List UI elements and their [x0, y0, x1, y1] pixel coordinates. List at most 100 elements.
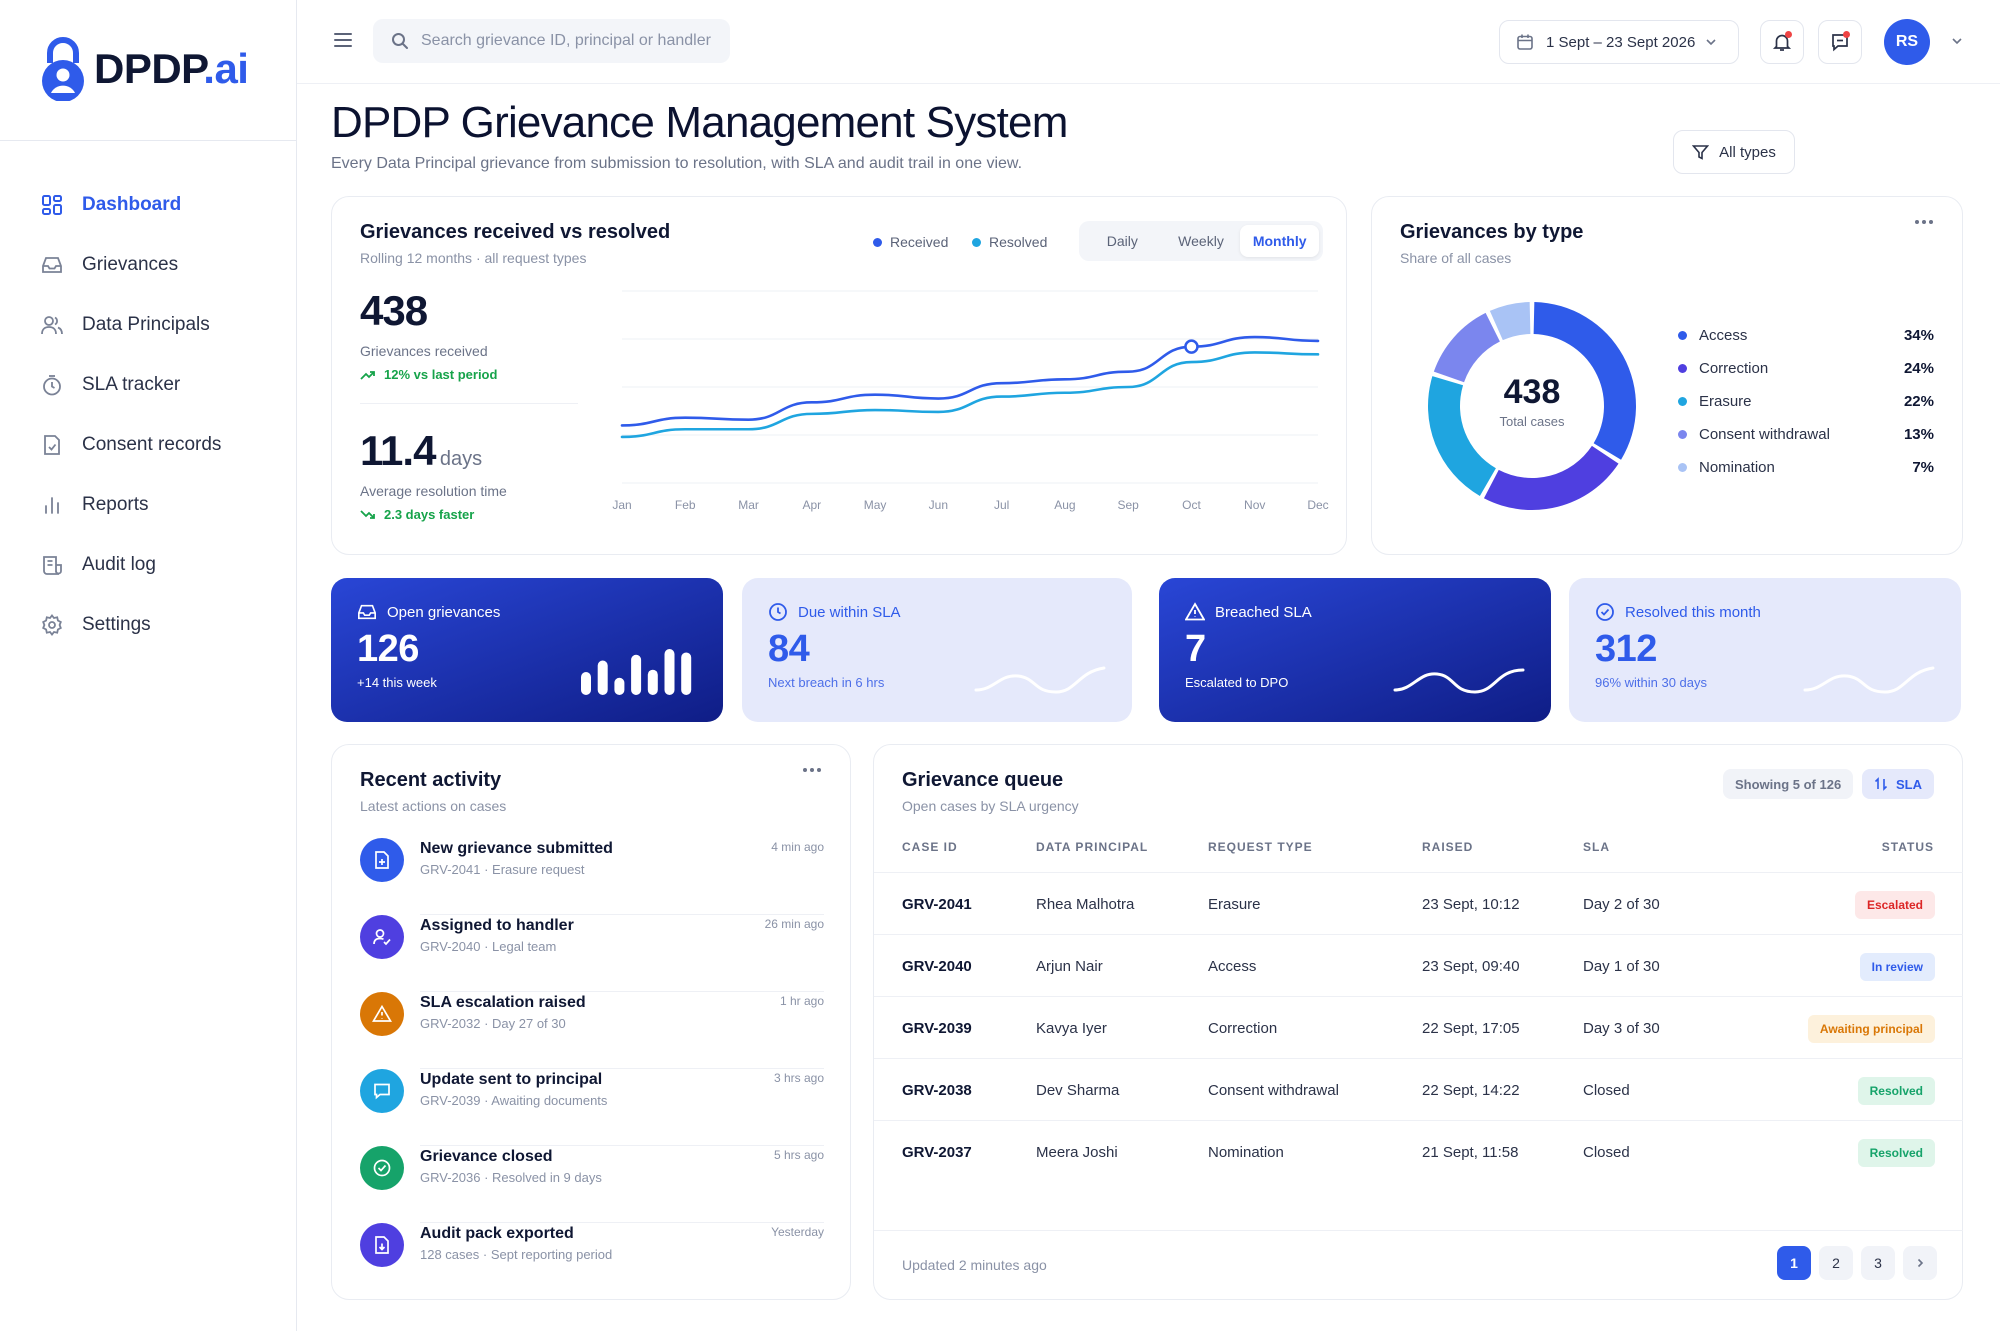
warning-icon: [360, 992, 404, 1036]
donut-slice-erasure[interactable]: [1428, 376, 1496, 496]
column-header[interactable]: RAISED: [1422, 840, 1474, 854]
topbar: Search grievance ID, principal or handle…: [297, 0, 2000, 84]
table-row[interactable]: GRV-2037 Meera Joshi Nomination 21 Sept,…: [874, 1120, 1963, 1182]
bar-chart-icon: [40, 493, 64, 517]
sort-icon: [1874, 777, 1888, 791]
menu-icon[interactable]: [333, 30, 353, 50]
sidebar-item-data-principals[interactable]: Data Principals: [0, 295, 297, 355]
x-tick-label: Apr: [802, 498, 821, 512]
data-principal: Dev Sharma: [1036, 1081, 1120, 1099]
column-header[interactable]: STATUS: [1881, 840, 1934, 854]
x-tick-label: Dec: [1307, 498, 1328, 512]
stat-divider: [360, 403, 578, 404]
activity-item[interactable]: Update sent to principal GRV-2039 · Awai…: [360, 1069, 824, 1146]
resolution-delta: 2.3 days faster: [360, 507, 507, 522]
more-icon[interactable]: [802, 767, 822, 773]
case-id[interactable]: GRV-2038: [902, 1081, 972, 1099]
page-button-2[interactable]: 2: [1819, 1246, 1853, 1280]
type-filter-button[interactable]: All types: [1673, 130, 1795, 174]
received-label: Grievances received: [360, 343, 488, 359]
date-range-picker[interactable]: 1 Sept – 23 Sept 2026: [1499, 20, 1739, 64]
sla-progress: Day 1 of 30: [1583, 957, 1660, 975]
table-row[interactable]: GRV-2041 Rhea Malhotra Erasure 23 Sept, …: [874, 872, 1963, 934]
activity-title: Grievance closed: [420, 1148, 553, 1165]
sort-sla-button[interactable]: SLA: [1862, 769, 1934, 799]
sidebar-item-sla-tracker[interactable]: SLA tracker: [0, 355, 297, 415]
chevron-down-icon[interactable]: [1951, 35, 1963, 47]
column-header[interactable]: REQUEST TYPE: [1208, 840, 1313, 854]
donut-slice-nomination[interactable]: [1489, 302, 1531, 341]
legend-swatch: [1678, 463, 1687, 472]
highlight-point[interactable]: [1184, 339, 1199, 354]
sidebar-item-audit-log[interactable]: Audit log: [0, 535, 297, 595]
status-badge: Resolved: [1857, 1139, 1935, 1167]
x-tick-label: Aug: [1054, 498, 1075, 512]
divider: [420, 1068, 824, 1069]
donut-slice-access[interactable]: [1533, 302, 1636, 460]
column-header[interactable]: CASE ID: [902, 840, 958, 854]
table-row[interactable]: GRV-2038 Dev Sharma Consent withdrawal 2…: [874, 1058, 1963, 1120]
raised-at: 22 Sept, 17:05: [1422, 1019, 1520, 1037]
legend-received: Received: [873, 234, 948, 250]
case-id[interactable]: GRV-2039: [902, 1019, 972, 1037]
type-legend-item: Nomination 7%: [1678, 451, 1934, 484]
x-tick-label: Feb: [675, 498, 696, 512]
activity-item[interactable]: Grievance closed GRV-2036 · Resolved in …: [360, 1146, 824, 1223]
avatar[interactable]: RS: [1884, 19, 1930, 65]
case-id[interactable]: GRV-2040: [902, 957, 972, 975]
more-icon[interactable]: [1914, 219, 1934, 225]
column-header[interactable]: DATA PRINCIPAL: [1036, 840, 1149, 854]
user-check-icon: [360, 915, 404, 959]
page-button-1[interactable]: 1: [1777, 1246, 1811, 1280]
clock-icon: [769, 603, 787, 621]
bell-icon: [1772, 34, 1792, 51]
activity-item[interactable]: Audit pack exported 128 cases · Sept rep…: [360, 1223, 824, 1300]
page-button-3[interactable]: 3: [1861, 1246, 1895, 1280]
tab-daily[interactable]: Daily: [1106, 233, 1138, 249]
sidebar-item-grievances[interactable]: Grievances: [0, 235, 297, 295]
trend-line-chart: Jan Feb Mar Apr May Jun Jul Aug Sep Oct Nov Dec: [612, 290, 1329, 512]
column-header[interactable]: SLA: [1583, 840, 1610, 854]
kpi-due-within-sla[interactable]: Due within SLA 84 Next breach in 6 hrs: [742, 578, 1132, 722]
case-id[interactable]: GRV-2041: [902, 895, 972, 913]
messages-button[interactable]: [1818, 20, 1862, 64]
chevron-down-icon: [1706, 39, 1716, 46]
kpi-open-grievances[interactable]: Open grievances 126 +14 this week: [331, 578, 723, 722]
legend-swatch: [1678, 364, 1687, 373]
case-id[interactable]: GRV-2037: [902, 1143, 972, 1161]
tab-monthly[interactable]: Monthly: [1240, 225, 1320, 257]
next-page-button[interactable]: [1903, 1246, 1937, 1280]
search-input[interactable]: Search grievance ID, principal or handle…: [373, 19, 730, 63]
table-row[interactable]: GRV-2039 Kavya Iyer Correction 22 Sept, …: [874, 996, 1963, 1058]
kpi-resolved-this-month[interactable]: Resolved this month 312 96% within 30 da…: [1569, 578, 1961, 722]
trend-down-icon: [360, 509, 375, 519]
sidebar-item-settings[interactable]: Settings: [0, 595, 297, 655]
mini-bar: [614, 677, 625, 695]
search-placeholder: Search grievance ID, principal or handle…: [421, 32, 711, 49]
donut-slice-correction[interactable]: [1483, 445, 1619, 510]
activity-sub: GRV-2039 · Awaiting documents: [420, 1093, 608, 1108]
activity-item[interactable]: New grievance submitted GRV-2041 · Erasu…: [360, 838, 824, 915]
kpi-value: 84: [768, 628, 810, 670]
stopwatch-icon: [40, 373, 64, 397]
sidebar-item-label: SLA tracker: [82, 374, 181, 395]
sla-progress: Day 3 of 30: [1583, 1019, 1660, 1037]
type-filter-label: All types: [1719, 143, 1776, 161]
sidebar-item-consent-records[interactable]: Consent records: [0, 415, 297, 475]
brand-logo[interactable]: DPDP.ai: [38, 36, 249, 102]
kpi-breached-sla[interactable]: Breached SLA 7 Escalated to DPO: [1159, 578, 1551, 722]
mini-bar: [597, 660, 608, 695]
lock-user-icon: [42, 37, 84, 101]
notifications-button[interactable]: [1760, 20, 1804, 64]
sidebar-item-reports[interactable]: Reports: [0, 475, 297, 535]
notification-dot: [1785, 31, 1792, 38]
table-row[interactable]: GRV-2040 Arjun Nair Access 23 Sept, 09:4…: [874, 934, 1963, 996]
donut-slice-consent-withdrawal[interactable]: [1433, 312, 1500, 383]
activity-item[interactable]: Assigned to handler GRV-2040 · Legal tea…: [360, 915, 824, 992]
status-badge: Escalated: [1854, 891, 1935, 919]
sidebar-item-label: Audit log: [82, 554, 156, 575]
activity-item[interactable]: SLA escalation raised GRV-2032 · Day 27 …: [360, 992, 824, 1069]
sidebar-item-dashboard[interactable]: Dashboard: [0, 175, 297, 235]
document-check-icon: [40, 433, 64, 457]
tab-weekly[interactable]: Weekly: [1178, 233, 1224, 249]
